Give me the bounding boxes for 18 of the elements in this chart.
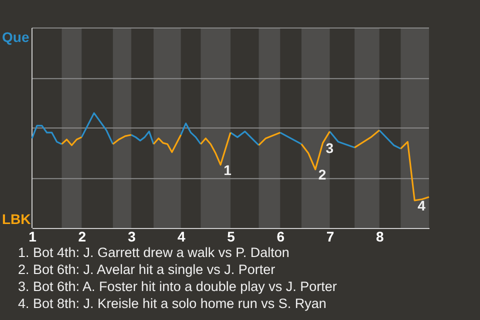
text: 2. Bot 6th: J. Avelar hit a single vs J. Porter — [18, 261, 276, 278]
x-tick-label: 8 — [376, 228, 384, 244]
annotation: 2 — [318, 166, 326, 182]
text: 1. Bot 4th: J. Garrett drew a walk vs P. Dalton — [18, 244, 290, 261]
annotation: 4 — [418, 197, 426, 214]
x-tick-label: 2 — [78, 228, 86, 244]
x-tick-label: 7 — [326, 228, 334, 244]
x-tick-label: 6 — [276, 228, 285, 244]
x-tick-label: 4 — [177, 228, 186, 244]
x-tick-label: 1 — [28, 228, 37, 244]
text: LBK — [2, 211, 31, 227]
x-tick-label: 5 — [227, 228, 236, 244]
text: 3. Bot 6th: A. Foster hit into a double play vs J. Porter — [18, 278, 337, 295]
annotation: 1 — [224, 162, 232, 178]
text: 4. Bot 8th: J. Kreisle hit a solo home run vs S. Ryan — [18, 295, 328, 312]
text: Que — [2, 29, 30, 45]
x-tick-label: 3 — [128, 228, 136, 244]
annotation: 3 — [326, 140, 334, 156]
